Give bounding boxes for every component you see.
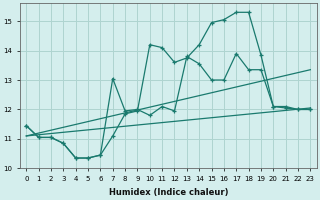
X-axis label: Humidex (Indice chaleur): Humidex (Indice chaleur) [108, 188, 228, 197]
